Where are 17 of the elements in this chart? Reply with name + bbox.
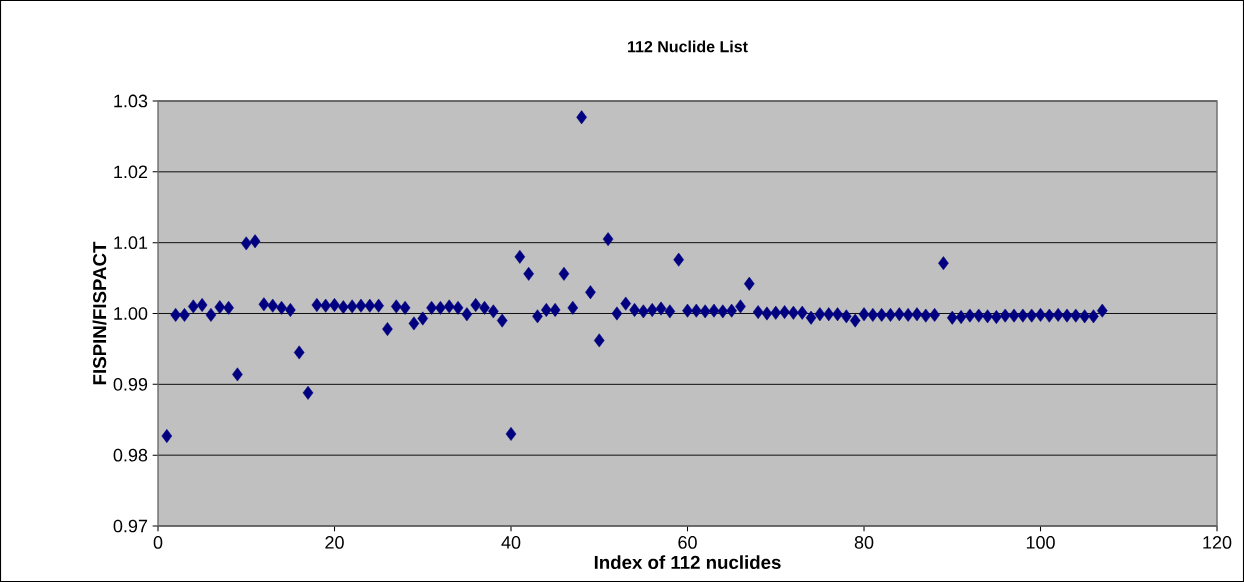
x-tick-label: 40 <box>501 536 521 549</box>
x-tick-label: 100 <box>1026 536 1055 549</box>
x-tick-label: 20 <box>325 536 344 549</box>
y-tick-label: 1.00 <box>114 307 148 320</box>
x-tick-label: 120 <box>1203 536 1232 549</box>
chart-title: 112 Nuclide List <box>628 40 748 53</box>
y-axis-title: FISPIN/FISPACT <box>92 241 107 385</box>
y-tick-label: 0.97 <box>113 519 148 533</box>
y-tick-label: 1.01 <box>114 236 148 250</box>
x-axis-title: Index of 112 nuclides <box>594 555 781 569</box>
y-tick-label: 1.03 <box>114 94 148 108</box>
x-tick-label: 0 <box>153 536 163 549</box>
y-tick-label: 0.99 <box>113 377 148 391</box>
y-tick-label: 0.98 <box>113 448 148 462</box>
y-tick-label: 1.02 <box>114 165 148 179</box>
x-tick-label: 80 <box>854 536 874 549</box>
x-tick-label: 60 <box>678 536 697 549</box>
